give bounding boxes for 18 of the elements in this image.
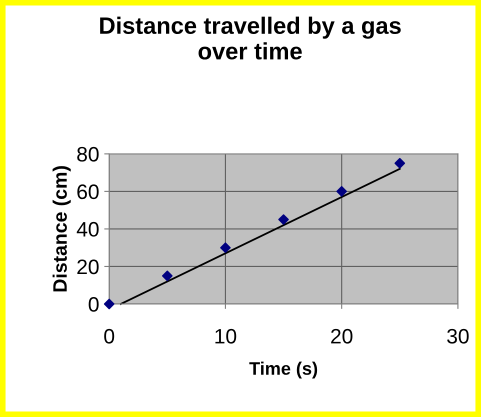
point — [162, 270, 173, 282]
y-axis-title: Distance (cm) — [52, 166, 71, 292]
y-tick-label: 40 — [76, 222, 99, 237]
point — [394, 158, 406, 169]
y-tick-label: 60 — [77, 184, 99, 200]
point — [336, 186, 347, 197]
point — [278, 214, 289, 225]
y-tick-label: 0 — [88, 296, 99, 312]
point — [104, 298, 114, 310]
chart-title: Distance travelled by a gas over time — [100, 16, 401, 60]
y-tick-label: 80 — [77, 146, 99, 162]
x-axis-title: Time (s) — [249, 362, 318, 378]
y-tick-label: 20 — [77, 259, 99, 274]
x-tick-label: 10 — [215, 328, 236, 344]
x-tick-label: 30 — [447, 328, 469, 344]
point — [220, 242, 231, 253]
x-tick-label: 20 — [331, 328, 352, 344]
x-tick-label: 0 — [104, 328, 114, 344]
